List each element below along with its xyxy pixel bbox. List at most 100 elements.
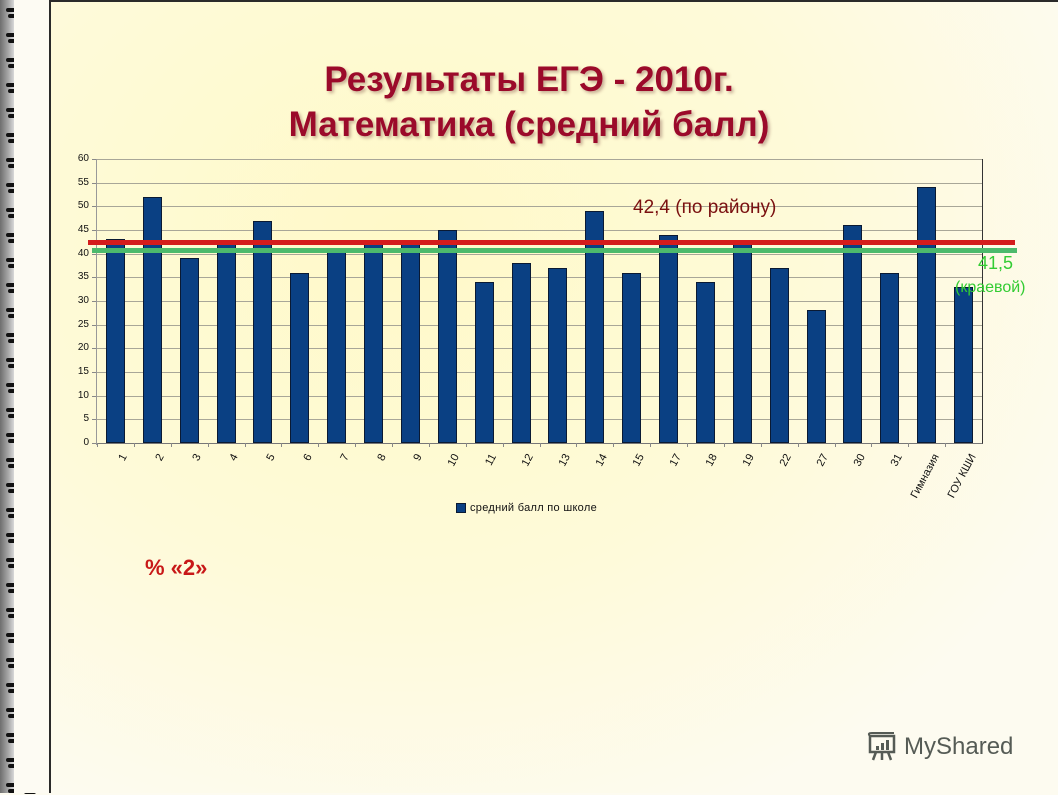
plot-area: [97, 159, 983, 447]
x-tick-mark: [687, 443, 688, 447]
x-tick-mark: [576, 443, 578, 447]
bar-15: [622, 272, 642, 443]
myshared-watermark[interactable]: MyShared: [866, 731, 1013, 763]
bar-5: [253, 220, 273, 443]
x-tick-mark: [945, 443, 947, 447]
y-tick-mark: [92, 324, 97, 326]
bar-14: [585, 211, 605, 443]
gridline: [97, 206, 982, 208]
x-tick-mark: [207, 443, 209, 447]
gridline: [97, 230, 982, 231]
x-tick-mark: [133, 443, 135, 447]
y-tick-label: 60: [77, 153, 89, 164]
bar-3: [179, 258, 199, 443]
y-tick-label: 55: [77, 176, 89, 188]
bar-11: [474, 282, 494, 443]
presentation-board-icon: [867, 732, 896, 761]
y-tick-label: 15: [77, 366, 89, 377]
bar-7: [327, 248, 347, 443]
y-tick-mark: [92, 301, 97, 302]
regional-average-value: 41,5: [978, 253, 1014, 273]
x-tick-mark: [502, 443, 504, 447]
y-tick-mark: [92, 253, 97, 255]
x-tick-mark: [539, 443, 541, 447]
bar-8: [364, 244, 384, 443]
y-tick-label: 50: [77, 200, 89, 212]
x-tick-mark: [392, 443, 393, 447]
y-tick-mark: [92, 230, 97, 231]
gridline: [97, 253, 982, 255]
y-tick-label: 5: [83, 413, 89, 425]
gridline: [97, 301, 982, 302]
y-tick-mark: [92, 206, 97, 208]
chart-legend: средний балл по школе: [456, 502, 597, 514]
gridline: [97, 159, 982, 160]
y-tick-mark: [92, 443, 97, 444]
y-tick-label: 45: [77, 224, 89, 235]
y-tick-label: 0: [83, 437, 89, 448]
x-tick-mark: [281, 443, 283, 447]
y-tick-label: 20: [77, 342, 89, 354]
bar-17: [659, 234, 679, 443]
y-tick-label: 35: [77, 271, 89, 283]
gridline: [97, 182, 982, 184]
x-tick-mark: [244, 443, 246, 447]
regional-average-line: [92, 248, 1017, 253]
x-tick-mark: [760, 443, 762, 447]
y-tick-mark: [92, 182, 97, 184]
bar-4: [216, 244, 236, 443]
gridline: [97, 348, 982, 350]
bar-30: [843, 225, 863, 443]
gridline: [97, 277, 982, 279]
bar-31: [880, 272, 900, 443]
y-tick-mark: [92, 159, 97, 160]
bar-18: [695, 282, 715, 443]
district-average-label: 42,4 (по району): [633, 197, 777, 218]
legend-swatch-icon: [456, 503, 466, 513]
x-tick-mark: [97, 443, 98, 447]
watermark-text: MyShared: [904, 733, 1014, 760]
x-tick-mark: [797, 443, 799, 447]
title-line-2: Математика (средний балл): [288, 105, 770, 144]
y-tick-label: 30: [77, 295, 89, 306]
bar-10: [437, 230, 457, 443]
gridline: [97, 395, 982, 397]
y-tick-mark: [92, 372, 97, 373]
bar-6: [290, 272, 310, 443]
y-tick-mark: [92, 419, 97, 421]
y-tick-label: 40: [77, 247, 89, 259]
x-tick-mark: [465, 443, 467, 447]
percent-grade-2-note: % «2»: [145, 555, 208, 580]
district-average-line: [88, 240, 1015, 245]
y-tick-mark: [92, 348, 97, 350]
gridline: [97, 419, 982, 421]
y-axis-line: [96, 159, 97, 445]
x-tick-mark: [650, 443, 652, 447]
bar-13: [548, 267, 568, 443]
y-tick-label: 10: [77, 389, 89, 401]
x-tick-mark: [723, 443, 725, 447]
y-tick-label: 25: [77, 318, 89, 330]
bar-ГОУ КШИ: [954, 286, 974, 443]
paper-margin: [14, 0, 49, 793]
x-tick-mark: [908, 443, 910, 447]
bar-2: [142, 196, 162, 443]
x-tick-mark: [613, 443, 615, 447]
bar-27: [806, 310, 826, 443]
y-tick-mark: [92, 277, 97, 279]
x-tick-mark: [170, 443, 172, 447]
x-tick-mark: [428, 443, 430, 447]
bar-19: [732, 244, 752, 443]
bar-9: [400, 244, 420, 443]
gridline: [97, 372, 982, 373]
regional-average-sublabel: (краевой): [955, 279, 1026, 296]
x-tick-mark: [871, 443, 873, 447]
bar-22: [769, 267, 789, 443]
legend-label: средний балл по школе: [470, 502, 597, 514]
x-tick-mark: [834, 443, 836, 447]
bar-1: [105, 239, 125, 443]
x-tick-mark: [355, 443, 357, 447]
x-tick-mark: [318, 443, 320, 447]
gridline: [97, 324, 982, 326]
bar-12: [511, 263, 531, 443]
